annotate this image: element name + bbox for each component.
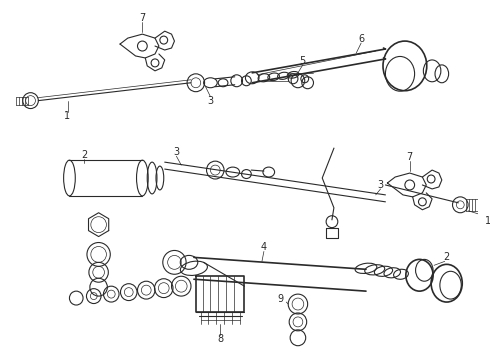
- Text: 4: 4: [261, 243, 267, 252]
- Text: 2: 2: [443, 252, 450, 262]
- Text: 1: 1: [65, 111, 71, 121]
- Text: 7: 7: [407, 152, 413, 162]
- Text: 7: 7: [139, 13, 146, 23]
- Text: 3: 3: [377, 180, 384, 190]
- Text: 5: 5: [300, 56, 306, 66]
- Text: 2: 2: [81, 150, 87, 160]
- Text: 3: 3: [173, 147, 179, 157]
- Text: 3: 3: [207, 96, 214, 105]
- Text: 1: 1: [485, 216, 490, 226]
- Text: 6: 6: [358, 34, 364, 44]
- Text: 9: 9: [277, 294, 284, 304]
- Text: 8: 8: [217, 334, 223, 344]
